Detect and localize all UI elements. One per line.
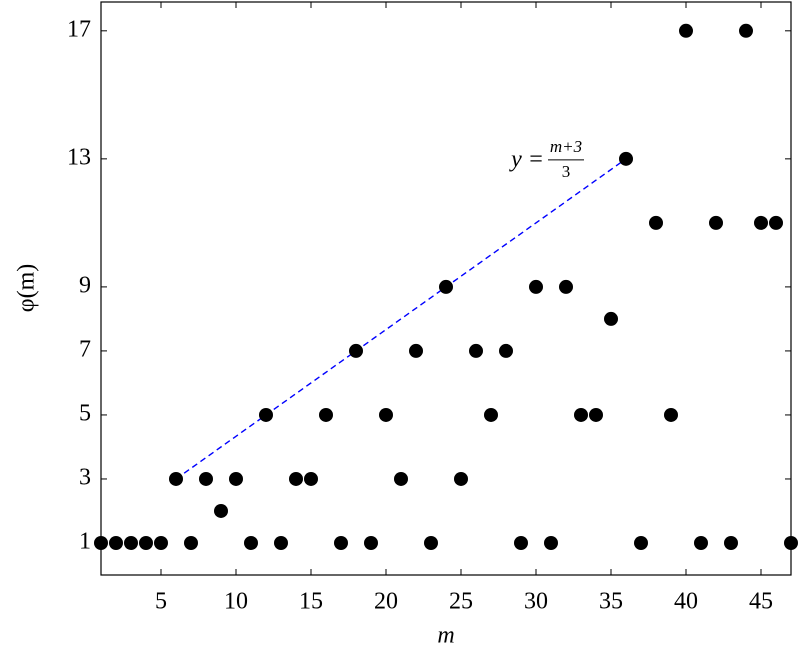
point: [469, 343, 483, 358]
annotation-prefix: y =: [509, 146, 544, 172]
point: [319, 407, 333, 422]
point: [499, 343, 513, 358]
point: [139, 535, 153, 550]
point: [274, 535, 288, 550]
point: [679, 23, 693, 38]
point: [214, 503, 228, 518]
annotation-numerator: m+3: [550, 137, 582, 156]
point: [724, 535, 738, 550]
point: [394, 471, 408, 486]
point: [259, 407, 273, 422]
point: [589, 407, 603, 422]
x-tick-label: 10: [224, 589, 248, 615]
y-axis-label: φ(m): [14, 264, 40, 313]
fit-line: [175, 158, 627, 480]
x-axis-label: m: [437, 623, 454, 649]
point: [364, 535, 378, 550]
point: [229, 471, 243, 486]
point: [94, 535, 108, 550]
y-tick-label: 17: [67, 16, 91, 42]
point: [484, 407, 498, 422]
point: [514, 535, 528, 550]
point: [604, 311, 618, 326]
point: [199, 471, 213, 486]
point: [454, 471, 468, 486]
point: [784, 535, 798, 550]
point: [544, 535, 558, 550]
x-tick-label: 5: [155, 589, 167, 615]
y-tick-label: 1: [79, 528, 91, 554]
point: [709, 215, 723, 230]
point: [154, 535, 168, 550]
x-tick-label: 25: [449, 589, 473, 615]
x-tick-label: 20: [374, 589, 398, 615]
point: [334, 535, 348, 550]
point: [184, 535, 198, 550]
point: [439, 279, 453, 294]
point: [739, 23, 753, 38]
point: [694, 535, 708, 550]
point: [169, 471, 183, 486]
point: [424, 535, 438, 550]
point: [124, 535, 138, 550]
point: [619, 151, 633, 166]
point: [109, 535, 123, 550]
y-tick-label: 7: [79, 336, 91, 362]
point: [349, 343, 363, 358]
x-tick-label: 35: [599, 589, 623, 615]
x-tick-label: 15: [299, 589, 323, 615]
point: [529, 279, 543, 294]
point: [379, 407, 393, 422]
y-tick-label: 13: [67, 144, 91, 170]
point: [754, 215, 768, 230]
point: [409, 343, 423, 358]
point: [769, 215, 783, 230]
point: [304, 471, 318, 486]
x-tick-label: 30: [524, 589, 548, 615]
x-tick-label: 45: [749, 589, 773, 615]
point: [664, 407, 678, 422]
y-tick-label: 5: [79, 400, 91, 426]
plot-frame: [100, 1, 792, 576]
annotation-denominator: 3: [562, 162, 571, 181]
point: [244, 535, 258, 550]
y-tick-label: 3: [79, 464, 91, 490]
point: [634, 535, 648, 550]
point: [289, 471, 303, 486]
y-tick-label: 9: [79, 272, 91, 298]
point: [574, 407, 588, 422]
point: [559, 279, 573, 294]
point: [649, 215, 663, 230]
x-tick-label: 40: [674, 589, 698, 615]
